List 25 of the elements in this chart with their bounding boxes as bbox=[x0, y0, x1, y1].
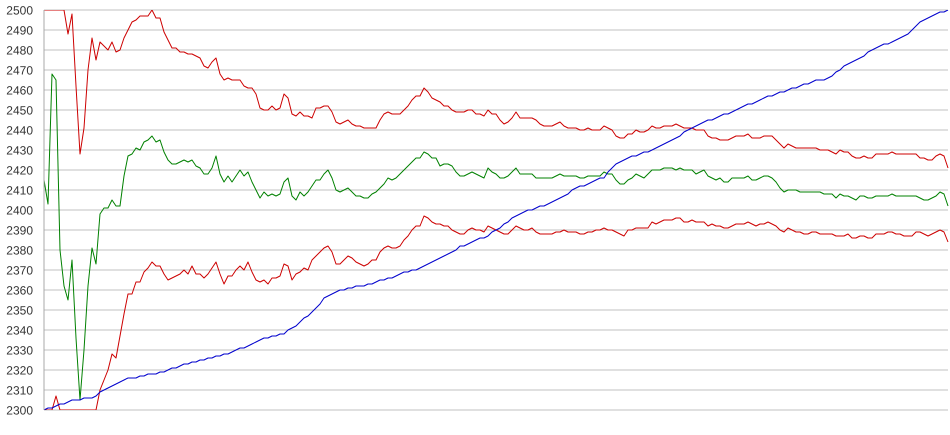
y-tick-label: 2480 bbox=[6, 43, 34, 58]
y-tick-label: 2300 bbox=[6, 403, 34, 418]
y-tick-label: 2450 bbox=[6, 103, 34, 118]
y-tick-label: 2330 bbox=[6, 343, 34, 358]
y-tick-label: 2410 bbox=[6, 183, 34, 198]
y-tick-label: 2350 bbox=[6, 303, 34, 318]
y-tick-label: 2370 bbox=[6, 263, 34, 278]
y-tick-label: 2320 bbox=[6, 363, 34, 378]
y-tick-label: 2390 bbox=[6, 223, 34, 238]
y-tick-label: 2430 bbox=[6, 143, 34, 158]
y-tick-label: 2490 bbox=[6, 23, 34, 38]
y-tick-label: 2420 bbox=[6, 163, 34, 178]
y-tick-label: 2340 bbox=[6, 323, 34, 338]
line-series bbox=[44, 216, 948, 410]
line-series bbox=[44, 10, 948, 168]
y-tick-label: 2500 bbox=[6, 3, 34, 18]
line-series bbox=[44, 74, 948, 400]
y-tick-label: 2380 bbox=[6, 243, 34, 258]
y-tick-label: 2470 bbox=[6, 63, 34, 78]
y-tick-label: 2440 bbox=[6, 123, 34, 138]
y-tick-label: 2400 bbox=[6, 203, 34, 218]
y-tick-label: 2360 bbox=[6, 283, 34, 298]
y-tick-label: 2460 bbox=[6, 83, 34, 98]
y-tick-label: 2310 bbox=[6, 383, 34, 398]
line-series bbox=[44, 10, 948, 410]
